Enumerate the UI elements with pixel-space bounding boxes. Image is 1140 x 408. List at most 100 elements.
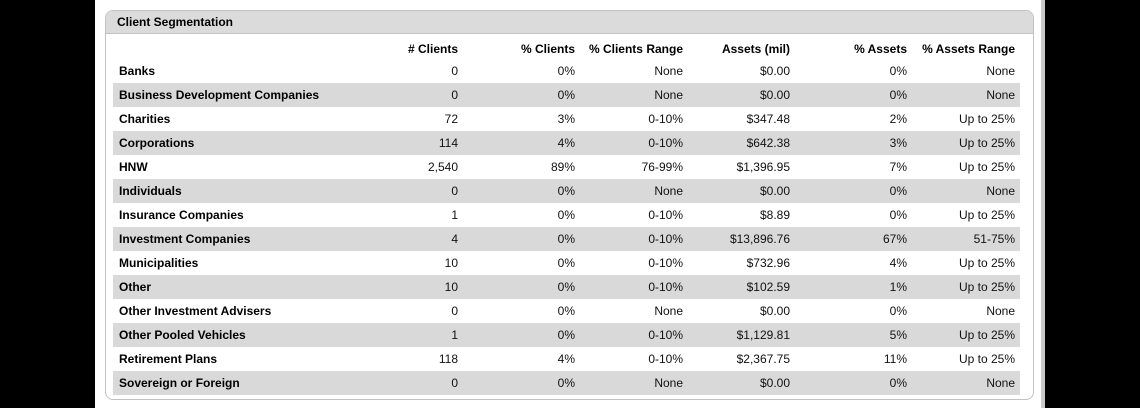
cell-pct-clients-range: None [654, 376, 683, 390]
cell-pct-clients: 0% [557, 64, 575, 78]
cell-num-clients: 0 [451, 64, 458, 78]
cell-num-clients: 114 [438, 136, 458, 150]
cell-assets-mil: $13,896.76 [729, 232, 790, 246]
cell-category: Other Pooled Vehicles [119, 328, 246, 342]
cell-pct-assets-range: Up to 25% [958, 280, 1015, 294]
column-header-assets-mil: Assets (mil) [721, 41, 790, 56]
cell-pct-clients: 3% [557, 112, 575, 126]
cell-pct-assets-range: Up to 25% [958, 328, 1015, 342]
cell-num-clients: 72 [444, 112, 458, 126]
cell-pct-clients: 0% [557, 328, 575, 342]
cell-num-clients: 118 [438, 352, 458, 366]
table-row: Retirement Plans 118 4% 0-10% $2,367.75 … [113, 347, 1020, 371]
cell-pct-clients-range: 76-99% [641, 160, 683, 174]
cell-category: Business Development Companies [119, 88, 320, 102]
cell-pct-clients-range: 0-10% [648, 256, 683, 270]
cell-pct-clients: 0% [557, 376, 575, 390]
cell-pct-assets: 0% [889, 64, 907, 78]
column-header-num-clients: # Clients [407, 41, 458, 56]
cell-pct-assets: 11% [883, 352, 907, 366]
cell-pct-clients-range: 0-10% [648, 232, 683, 246]
table-row: Corporations 114 4% 0-10% $642.38 3% Up … [113, 131, 1020, 155]
table-row: Banks 0 0% None $0.00 0% None [113, 59, 1020, 83]
table-row: Other Investment Advisers 0 0% None $0.0… [113, 299, 1020, 323]
cell-num-clients: 0 [451, 184, 458, 198]
cell-category: Sovereign or Foreign [119, 376, 240, 390]
cell-pct-assets-range: Up to 25% [958, 256, 1015, 270]
cell-pct-clients-range: None [654, 304, 683, 318]
cell-pct-clients-range: None [654, 64, 683, 78]
cell-pct-assets-range: Up to 25% [958, 112, 1015, 126]
cell-pct-clients: 0% [557, 184, 575, 198]
table-row: HNW 2,540 89% 76-99% $1,396.95 7% Up to … [113, 155, 1020, 179]
cell-assets-mil: $0.00 [759, 376, 790, 390]
cell-pct-assets: 0% [889, 304, 907, 318]
cell-num-clients: 10 [444, 280, 458, 294]
cell-pct-assets: 7% [889, 160, 907, 174]
cell-num-clients: 0 [451, 304, 458, 318]
cell-category: Municipalities [119, 256, 199, 270]
table-row: Municipalities 10 0% 0-10% $732.96 4% Up… [113, 251, 1020, 275]
cell-pct-assets: 0% [889, 184, 907, 198]
cell-pct-clients: 4% [557, 352, 575, 366]
cell-pct-clients-range: 0-10% [648, 328, 683, 342]
cell-assets-mil: $2,367.75 [736, 352, 790, 366]
cell-pct-assets: 0% [889, 88, 907, 102]
cell-pct-clients: 0% [557, 232, 575, 246]
cell-assets-mil: $1,129.81 [736, 328, 790, 342]
table-row: Other 10 0% 0-10% $102.59 1% Up to 25% [113, 275, 1020, 299]
table-row: Business Development Companies 0 0% None… [113, 83, 1020, 107]
cell-pct-clients-range: 0-10% [648, 280, 683, 294]
table-row: Insurance Companies 1 0% 0-10% $8.89 0% … [113, 203, 1020, 227]
cell-assets-mil: $642.38 [746, 136, 790, 150]
cell-category: Individuals [119, 184, 182, 198]
cell-pct-assets: 1% [889, 280, 907, 294]
cell-pct-assets-range: None [986, 64, 1015, 78]
cell-pct-clients: 89% [550, 160, 575, 174]
cell-assets-mil: $732.96 [746, 256, 790, 270]
cell-category: HNW [119, 160, 148, 174]
cell-pct-assets: 3% [889, 136, 907, 150]
cell-pct-assets-range: None [986, 184, 1015, 198]
cell-pct-clients-range: None [654, 88, 683, 102]
cell-num-clients: 1 [451, 208, 458, 222]
cell-pct-assets-range: Up to 25% [958, 136, 1015, 150]
cell-pct-assets: 0% [889, 208, 907, 222]
cell-category: Other Investment Advisers [119, 304, 272, 318]
cell-pct-assets: 0% [889, 376, 907, 390]
cell-num-clients: 10 [444, 256, 458, 270]
column-header-pct-clients: % Clients [520, 41, 575, 56]
cell-pct-clients: 0% [557, 280, 575, 294]
table-row: Investment Companies 4 0% 0-10% $13,896.… [113, 227, 1020, 251]
cell-pct-clients: 0% [557, 208, 575, 222]
cell-pct-clients-range: 0-10% [648, 112, 683, 126]
column-header-category [113, 38, 343, 59]
client-segmentation-panel: Client Segmentation # Clients % Clients … [105, 10, 1034, 400]
column-header-pct-assets: % Assets [854, 41, 907, 56]
cell-assets-mil: $102.59 [746, 280, 790, 294]
cell-pct-assets-range: 51-75% [973, 232, 1015, 246]
cell-assets-mil: $0.00 [759, 304, 790, 318]
table-row: Individuals 0 0% None $0.00 0% None [113, 179, 1020, 203]
cell-assets-mil: $1,396.95 [736, 160, 790, 174]
cell-pct-assets: 5% [889, 328, 907, 342]
vertical-scrollbar[interactable] [1041, 0, 1045, 408]
cell-assets-mil: $0.00 [759, 88, 790, 102]
cell-category: Banks [119, 64, 156, 78]
cell-pct-assets-range: None [986, 304, 1015, 318]
cell-assets-mil: $347.48 [746, 112, 790, 126]
cell-pct-assets: 67% [882, 232, 907, 246]
cell-pct-assets-range: Up to 25% [958, 208, 1015, 222]
cell-pct-clients-range: 0-10% [648, 352, 683, 366]
cell-assets-mil: $0.00 [759, 184, 790, 198]
table-header-row: # Clients % Clients % Clients Range Asse… [113, 38, 1020, 59]
cell-pct-clients-range: None [654, 184, 683, 198]
cell-num-clients: 4 [451, 232, 458, 246]
cell-category: Corporations [119, 136, 195, 150]
cell-pct-assets-range: Up to 25% [958, 352, 1015, 366]
cell-num-clients: 0 [451, 376, 458, 390]
cell-num-clients: 1 [451, 328, 458, 342]
cell-assets-mil: $0.00 [759, 64, 790, 78]
table-row: Sovereign or Foreign 0 0% None $0.00 0% … [113, 371, 1020, 395]
cell-pct-clients-range: 0-10% [648, 208, 683, 222]
